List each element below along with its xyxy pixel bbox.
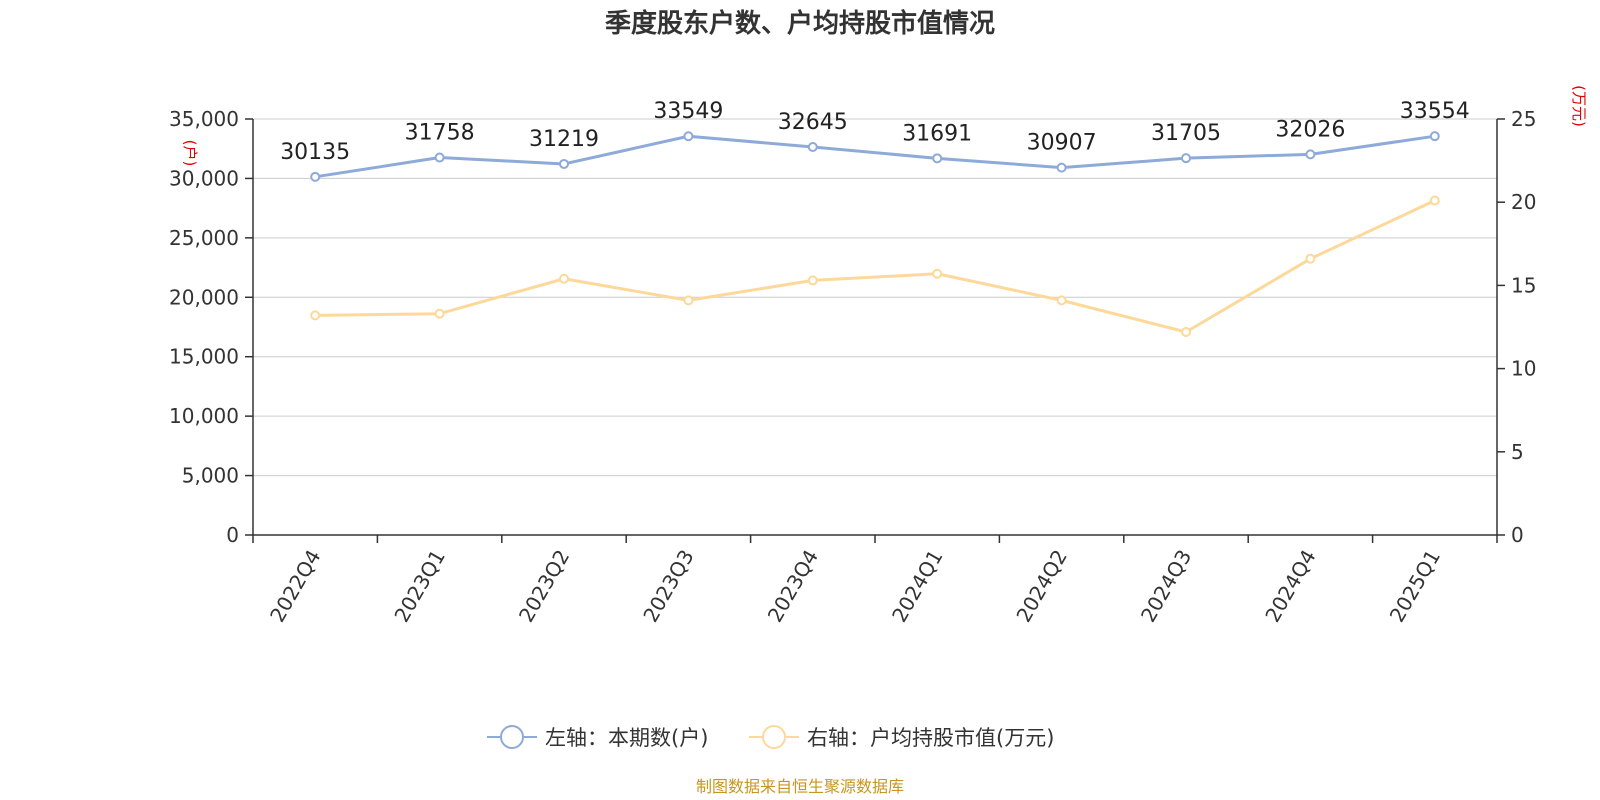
right-axis-tick-label: 15 (1511, 273, 1536, 297)
series-1-point (807, 141, 818, 152)
right-axis-tick-label: 0 (1511, 523, 1524, 547)
series-2-point (1305, 253, 1316, 264)
data-label: 30135 (280, 140, 350, 165)
right-axis-tick-label: 20 (1511, 190, 1536, 214)
series-1-point (1429, 131, 1440, 142)
legend-item-2[interactable]: 右轴：户均持股市值(万元) (749, 725, 1054, 750)
series-1-point (1056, 162, 1067, 173)
data-label: 33554 (1400, 99, 1470, 124)
right-axis-tick-label: 5 (1511, 440, 1524, 464)
series-1-point (559, 158, 569, 169)
data-label: 31691 (902, 121, 972, 146)
legend[interactable]: 左轴：本期数(户) 右轴：户均持股市值(万元) (487, 725, 1054, 750)
right-axis-unit: (万元) (1570, 85, 1588, 127)
left-axis-tick-label: 30,000 (169, 166, 239, 190)
left-axis-tick-label: 25,000 (169, 226, 239, 250)
series-line-1 (314, 134, 1436, 179)
series-2-point (807, 275, 818, 286)
data-label: 31219 (529, 127, 599, 152)
x-axis-tick-label: 2024Q1 (887, 546, 947, 627)
source-note: 制图数据来自恒生聚源数据库 (696, 777, 904, 796)
right-axis-tick-label: 25 (1511, 107, 1536, 131)
series-1-point (932, 153, 943, 164)
series-1-point (1305, 149, 1316, 160)
series-2-point (559, 273, 569, 284)
right-axis-tick-label: 10 (1511, 357, 1536, 381)
legend-item-1[interactable]: 左轴：本期数(户) (487, 725, 708, 750)
legend-label: 右轴：户均持股市值(万元) (807, 726, 1054, 750)
data-label: 33549 (653, 99, 723, 124)
chart-title: 季度股东户数、户均持股市值情况 (605, 8, 995, 39)
series-2-point (1056, 295, 1067, 306)
x-axis-tick-label: 2023Q2 (514, 546, 574, 627)
series-layer: 30135 31758 31219 33549 32645 31691 30907 31705… (280, 99, 1470, 337)
x-axis-tick-label: 2023Q1 (389, 546, 449, 627)
series-line-2 (315, 199, 1436, 334)
x-axis-tick-label: 2024Q2 (1011, 546, 1071, 627)
series-1-point (1181, 153, 1191, 164)
grid-lines (253, 118, 1497, 477)
data-label: 30907 (1027, 131, 1097, 156)
legend-marker-icon (500, 725, 524, 749)
x-axis-tick-label: 2023Q3 (638, 546, 698, 627)
left-axis-tick-label: 5,000 (182, 464, 239, 488)
left-axis-unit: (户) (181, 140, 199, 167)
x-axis-tick-label: 2023Q4 (763, 546, 823, 627)
series-1-point (683, 131, 694, 142)
data-label: 32645 (778, 110, 848, 135)
series-2-point (932, 268, 943, 279)
data-label: 31758 (405, 121, 475, 146)
legend-label: 左轴：本期数(户) (545, 726, 708, 750)
left-axis-tick-label: 20,000 (169, 285, 239, 309)
series-1-point (310, 171, 321, 182)
series-2-point (1429, 195, 1440, 206)
legend-marker-icon (762, 725, 786, 749)
x-axis-tick-label: 2024Q4 (1260, 546, 1320, 627)
x-axis-tick-label: 2024Q3 (1136, 546, 1196, 627)
left-axis-tick-label: 35,000 (169, 107, 239, 131)
data-label: 31705 (1151, 121, 1221, 146)
series-2-point (683, 295, 694, 306)
series-2-point (1181, 326, 1191, 337)
left-axis-tick-label: 10,000 (169, 404, 239, 428)
series-2-point (434, 308, 445, 319)
data-label: 32026 (1275, 117, 1345, 142)
series-1-point (434, 152, 445, 163)
x-axis-tick-label: 2022Q4 (265, 546, 325, 627)
left-axis-tick-label: 15,000 (169, 345, 239, 369)
x-axis-tick-label: 2025Q1 (1385, 546, 1445, 627)
series-2-point (310, 310, 321, 321)
left-axis-tick-label: 0 (226, 523, 239, 547)
